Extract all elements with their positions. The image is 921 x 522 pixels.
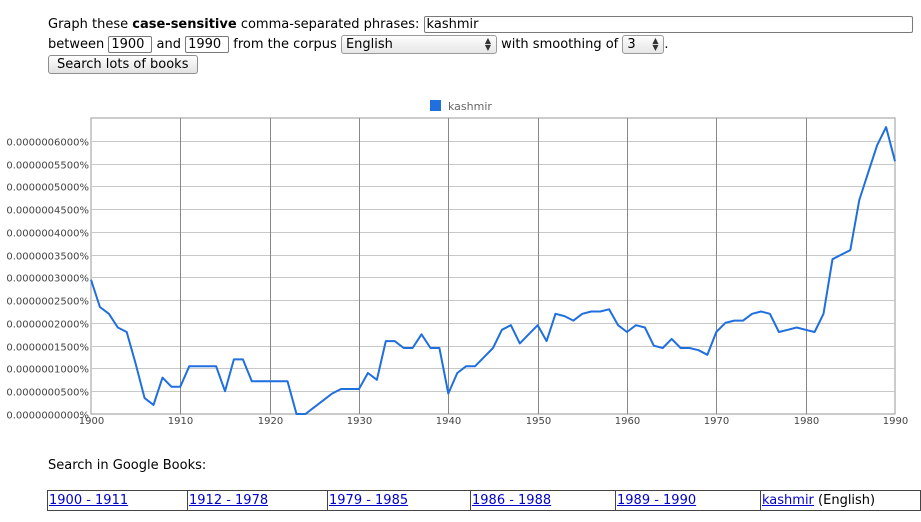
ngram-chart: kashmir 0.0000000000%0.0000000500%0.0000… [6,100,908,427]
phrase-row: Graph these case-sensitive comma-separat… [48,14,913,35]
legend-swatch-kashmir [430,100,441,111]
google-books-label: Search in Google Books: [48,458,207,473]
range-cell: 1900 - 1911 [47,490,188,511]
x-tick-label: 1960 [615,416,640,427]
x-tick-label: 1900 [79,416,104,427]
y-tick-label: 0.0000000000% [6,411,89,422]
y-tick-label: 0.0000001000% [6,365,89,376]
x-axis-labels: 1900 1910 1920 1930 1940 1950 1960 1970 1980 1990 [79,416,908,427]
y-tick-label: 0.0000000500% [6,388,89,399]
phrase-cell: kashmir (English) [760,490,921,511]
plot-frame [90,117,896,415]
y-tick-label: 0.0000003000% [6,274,89,285]
y-tick-label: 0.0000004000% [6,229,89,240]
range-link-2[interactable]: 1912 - 1978 [189,493,269,508]
period-text: . [664,37,669,52]
chart-legend: kashmir [430,100,492,113]
select-arrows-icon: ▲ ▼ [484,36,492,52]
range-row: between and from the corpus English ▲▼ w… [48,34,669,55]
y-tick-label: 0.0000006000% [6,138,89,149]
x-tick-label: 1990 [883,416,908,427]
phrase-link-kashmir[interactable]: kashmir [762,493,814,508]
google-books-links: 1900 - 1911 1912 - 1978 1979 - 1985 1986… [47,490,921,511]
x-tick-label: 1980 [794,416,819,427]
legend-label-kashmir: kashmir [448,100,492,113]
phrase-prompt: Graph these case-sensitive comma-separat… [48,17,420,32]
start-year-input[interactable] [108,36,153,53]
range-link-5[interactable]: 1989 - 1990 [617,493,697,508]
range-cell: 1986 - 1988 [470,490,616,511]
button-row: Search lots of books [48,54,198,75]
x-tick-label: 1940 [436,416,461,427]
x-tick-label: 1920 [258,416,283,427]
series-line-kashmir [90,126,896,415]
corpus-select[interactable]: English ▲ ▼ [340,35,497,54]
y-tick-label: 0.0000005000% [6,183,89,194]
and-label: and [156,37,181,52]
y-tick-label: 0.0000004500% [6,206,89,217]
search-books-button[interactable]: Search lots of books [48,55,198,74]
y-tick-label: 0.0000002500% [6,297,89,308]
phrase-input[interactable] [423,16,913,33]
x-tick-label: 1950 [526,416,551,427]
y-axis-labels: 0.0000000000% 0.0000000500% 0.0000001000% 0… [6,138,89,422]
range-link-3[interactable]: 1979 - 1985 [329,493,409,508]
select-arrows-icon: ▲ ▼ [652,36,659,52]
y-tick-label: 0.0000005500% [6,161,89,172]
range-link-4[interactable]: 1986 - 1988 [472,493,552,508]
range-cell: 1912 - 1978 [187,490,328,511]
corpus-select-value: English [345,37,393,52]
corpus-label: from the corpus [233,37,337,52]
smoothing-select-value: 3 [627,37,636,52]
range-cell: 1989 - 1990 [615,490,761,511]
between-label: between [48,37,105,52]
smoothing-label: with smoothing of [501,37,619,52]
chart-grid [90,117,896,415]
smoothing-select[interactable]: 3 ▲ ▼ [622,35,665,54]
y-tick-label: 0.0000002000% [6,320,89,331]
x-tick-label: 1970 [704,416,729,427]
x-tick-label: 1930 [347,416,372,427]
y-tick-label: 0.0000003500% [6,252,89,263]
x-tick-label: 1910 [168,416,193,427]
range-link-1[interactable]: 1900 - 1911 [49,493,129,508]
y-tick-label: 0.0000001500% [6,343,89,354]
phrase-corpus-suffix: (English) [813,493,876,508]
links-row: 1900 - 1911 1912 - 1978 1979 - 1985 1986… [47,490,921,511]
range-cell: 1979 - 1985 [327,490,471,511]
end-year-input[interactable] [185,36,230,53]
